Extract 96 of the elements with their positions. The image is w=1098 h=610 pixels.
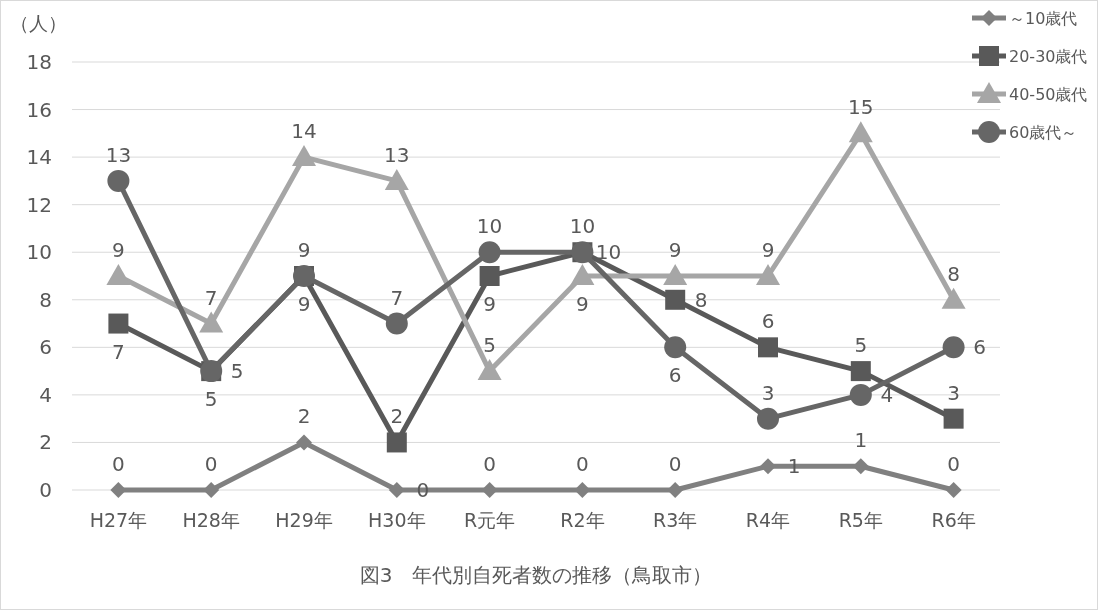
legend-label: 20-30歳代: [1009, 47, 1088, 66]
legend-label: 40-50歳代: [1009, 85, 1088, 104]
x-tick-label: R元年: [464, 509, 516, 531]
legend-label: ～10歳代: [1009, 9, 1078, 28]
x-tick-label: H30年: [368, 509, 426, 531]
data-label: 7: [204, 285, 218, 310]
point: [757, 407, 779, 430]
point: [570, 264, 595, 285]
y-tick-label: 8: [39, 287, 52, 312]
text: 図3 年代別自死者数の推移（鳥取市）: [359, 563, 713, 587]
data-label: 9: [576, 292, 589, 316]
data-label: 3: [761, 380, 775, 405]
point: [850, 361, 871, 382]
point: [758, 337, 778, 358]
point: [108, 313, 129, 334]
data-label: 0: [947, 452, 960, 476]
data-label: 6: [668, 363, 682, 388]
point: [665, 289, 686, 310]
data-label: 8: [947, 261, 960, 286]
point: [848, 121, 873, 143]
point: [203, 482, 220, 498]
y-tick-label: 16: [26, 97, 52, 122]
data-label: 9: [112, 238, 125, 262]
data-label: 3: [947, 380, 960, 405]
data-label: 10: [569, 214, 596, 239]
point: [943, 408, 964, 429]
data-label: 0: [668, 452, 682, 476]
data-label: 1: [787, 454, 801, 479]
y-tick-label: 10: [26, 240, 52, 265]
point: [388, 482, 405, 498]
y-tick-label: 0: [39, 478, 52, 502]
point: [849, 383, 872, 406]
data-label: 0: [204, 452, 218, 476]
point: [296, 434, 312, 451]
point: [292, 145, 316, 167]
point: [386, 432, 407, 453]
data-label: 5: [483, 333, 496, 358]
data-label: 9: [668, 238, 682, 262]
data-label: 9: [483, 292, 496, 316]
data-label: 9: [297, 292, 311, 316]
x-tick-label: H28年: [182, 509, 240, 531]
point: [663, 264, 688, 285]
data-label: 8: [694, 287, 708, 312]
x-tick-label: R2年: [560, 509, 605, 531]
point: [664, 336, 687, 359]
point: [941, 287, 966, 309]
data-label: 10: [476, 214, 503, 239]
data-label: 9: [297, 238, 311, 262]
y-tick-label: 2: [39, 430, 52, 455]
data-label: 4: [880, 382, 894, 407]
y-tick-label: 12: [26, 192, 52, 217]
point: [945, 482, 962, 498]
y-tick-label: 6: [39, 335, 52, 360]
point: [942, 336, 965, 359]
x-tick-label: H29年: [275, 509, 333, 531]
point: [384, 168, 409, 190]
data-label: 6: [761, 309, 775, 334]
x-tick-label: R5年: [838, 509, 883, 531]
data-label: 0: [576, 452, 589, 476]
y-axis-title: （人）: [10, 12, 67, 34]
data-label: 0: [112, 452, 125, 476]
y-tick-label: 18: [26, 50, 52, 74]
x-tick-label: R4年: [745, 509, 791, 531]
legend-label: 60歳代～: [1009, 123, 1078, 142]
data-label: 0: [483, 452, 496, 476]
point: [107, 169, 130, 192]
y-tick-label: 4: [39, 382, 52, 407]
point: [106, 264, 131, 285]
point: [667, 482, 684, 498]
data-label: 7: [390, 285, 404, 310]
point: [479, 266, 500, 286]
point: [199, 311, 224, 333]
data-label: 7: [112, 339, 125, 364]
x-tick-label: R3年: [653, 509, 698, 531]
x-tick-label: R6年: [931, 509, 976, 531]
data-label: 5: [230, 359, 244, 384]
data-label: 10: [595, 240, 622, 265]
data-label: 15: [848, 95, 874, 120]
data-label: 1: [854, 428, 868, 453]
point: [756, 264, 780, 285]
y-tick-label: 14: [26, 145, 52, 170]
data-label: 6: [973, 335, 986, 360]
data-label: 2: [297, 404, 311, 429]
x-tick-label: H27年: [89, 509, 148, 531]
point: [760, 458, 776, 475]
data-label: 9: [761, 238, 775, 262]
point: [477, 359, 502, 381]
point: [478, 241, 501, 264]
data-label: 2: [390, 404, 404, 429]
data-label: 0: [416, 478, 430, 502]
point: [385, 312, 408, 335]
data-label: 14: [291, 119, 317, 144]
data-label: 13: [105, 142, 132, 167]
data-label: 5: [204, 387, 218, 412]
data-label: 5: [854, 333, 868, 358]
data-label: 13: [384, 142, 410, 167]
